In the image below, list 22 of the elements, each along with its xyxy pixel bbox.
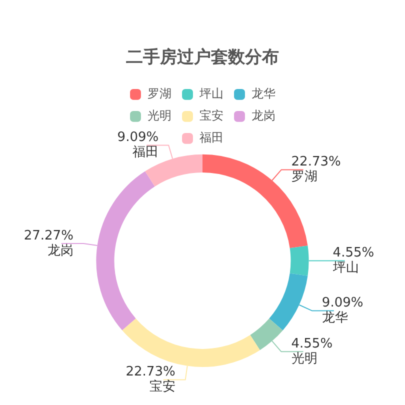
data-label: 22.73% — [126, 364, 176, 380]
chart-title: 二手房过户套数分布 — [126, 48, 279, 68]
data-label: 4.55% — [291, 336, 333, 352]
legend-label: 光明 — [148, 108, 172, 123]
data-label: 9.09% — [322, 296, 364, 311]
slice-label: 龙岗 — [47, 243, 74, 258]
slice-label: 宝安 — [149, 378, 176, 395]
legend-label: 福田 — [200, 130, 224, 145]
data-label: 9.09% — [117, 130, 159, 146]
data-label: 27.27% — [24, 228, 74, 244]
data-label: 22.73% — [291, 154, 341, 170]
legend-label: 龙华 — [252, 86, 276, 101]
legend-label: 宝安 — [200, 108, 224, 123]
legend-label: 坪山 — [198, 86, 224, 101]
slice-label: 龙华 — [322, 310, 348, 326]
legend-label: 龙岗 — [252, 108, 276, 123]
data-label: 4.55% — [332, 246, 374, 261]
slice-label: 罗湖 — [291, 170, 318, 185]
legend-label: 罗湖 — [148, 86, 172, 101]
slice-label: 坪山 — [332, 260, 359, 276]
slice-label: 光明 — [291, 352, 318, 367]
slice-label: 福田 — [132, 145, 159, 160]
